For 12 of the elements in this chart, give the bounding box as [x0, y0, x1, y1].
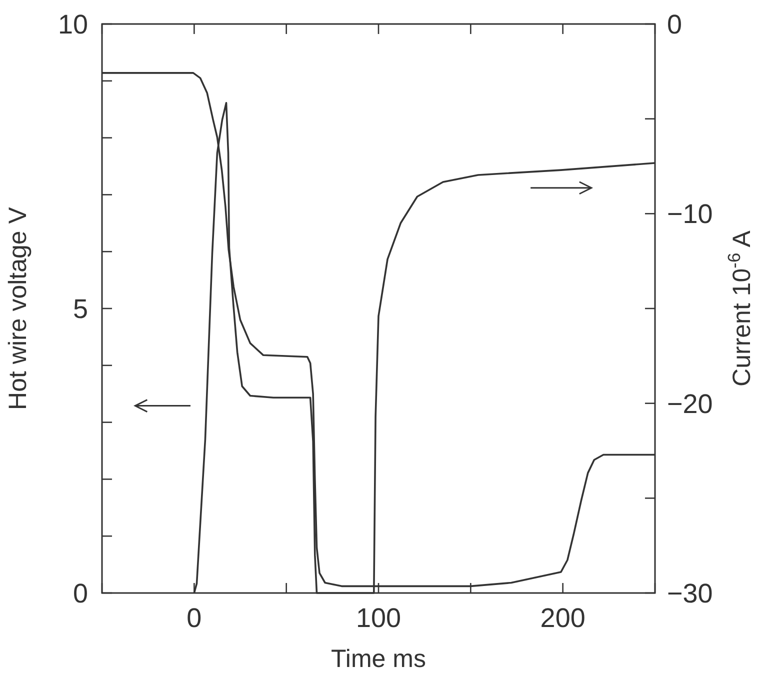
y2-tick-label: 0: [667, 9, 682, 40]
x-axis-title: Time ms: [331, 645, 426, 673]
y2-tick-label: −30: [667, 578, 713, 608]
y2-tick-label: −20: [667, 388, 713, 419]
x-tick-label: 200: [540, 603, 586, 633]
y-tick-label: 0: [72, 578, 88, 608]
y-tick-label: 5: [72, 294, 88, 324]
x-tick-label: 0: [186, 603, 202, 633]
x-tick-label: 100: [356, 603, 402, 633]
y2-tick-label: −10: [667, 199, 713, 230]
y-axis-title: Hot wire voltage V: [4, 206, 32, 410]
y-tick-label: 10: [58, 9, 88, 40]
